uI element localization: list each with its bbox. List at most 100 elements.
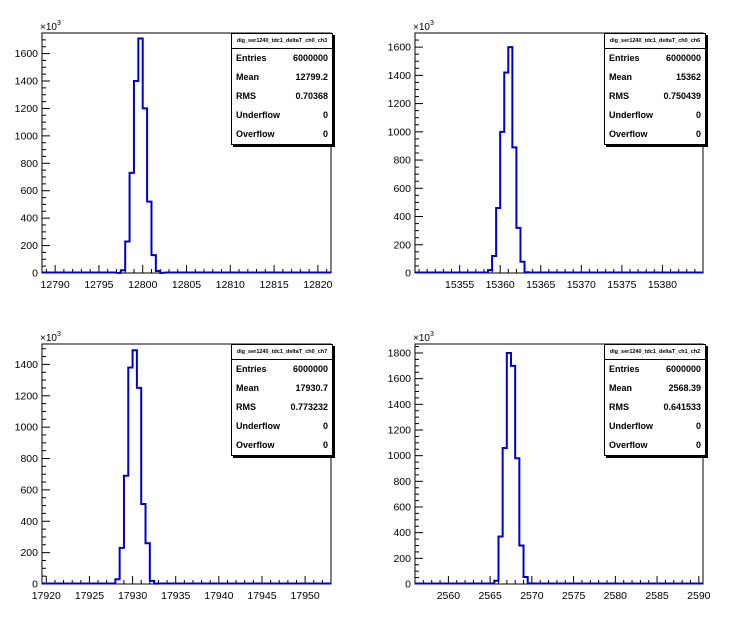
stats-label: Mean xyxy=(236,383,260,393)
stats-value: 2568.39 xyxy=(668,383,701,393)
y-exponent-label: ×103 xyxy=(413,331,434,344)
histogram-bin xyxy=(492,256,496,273)
histogram-bin xyxy=(134,81,138,273)
y-tick-label: 0 xyxy=(405,268,411,280)
stats-title: dig_ser1240_tdc1_deltaT_ch1_ch2 xyxy=(605,345,705,360)
x-tick-label: 17920 xyxy=(32,590,61,602)
stats-value: 0 xyxy=(695,129,701,139)
stats-row-underflow: Underflow 0 xyxy=(605,106,705,125)
histogram-bin xyxy=(519,545,523,584)
stats-value: 6000000 xyxy=(292,53,328,63)
x-tick-label: 12795 xyxy=(84,279,113,291)
x-tick-label: 12820 xyxy=(303,279,332,291)
stats-label: Entries xyxy=(609,364,640,374)
x-tick-label: 12810 xyxy=(216,279,245,291)
x-tick-label: 2560 xyxy=(437,590,461,602)
histogram-bin xyxy=(508,47,512,273)
histogram-bin xyxy=(125,241,129,273)
stats-value: 0.773232 xyxy=(290,402,328,412)
histogram-bin xyxy=(128,368,132,584)
y-tick-label: 1600 xyxy=(388,373,412,385)
stats-row-mean: Mean 12799.2 xyxy=(232,68,332,87)
x-tick-label: 12790 xyxy=(41,279,70,291)
histogram-bin xyxy=(496,208,500,273)
x-tick-label: 15365 xyxy=(526,279,555,291)
y-tick-label: 1200 xyxy=(388,98,412,110)
histogram-bin xyxy=(524,577,528,584)
y-tick-label: 200 xyxy=(393,239,411,251)
y-tick-label: 600 xyxy=(20,185,38,197)
stats-value: 0 xyxy=(322,129,328,139)
y-tick-label: 1400 xyxy=(15,359,39,371)
stats-label: Overflow xyxy=(609,440,648,450)
y-exponent-label: ×103 xyxy=(40,20,61,33)
stats-value: 6000000 xyxy=(292,364,328,374)
stats-value: 17930.7 xyxy=(295,383,328,393)
histogram-bin xyxy=(133,350,137,584)
histogram-bin xyxy=(503,448,507,584)
y-tick-label: 400 xyxy=(20,516,38,528)
y-tick-label: 800 xyxy=(393,155,411,167)
stats-box: dig_ser1240_tdc1_deltaT_ch0_ch6 Entries 60… xyxy=(604,33,706,145)
x-tick-label: 17930 xyxy=(118,590,147,602)
x-tick-label: 2565 xyxy=(478,590,502,602)
stats-box: dig_ser1240_tdc1_deltaT_ch1_ch2 Entries 60… xyxy=(604,344,706,456)
stats-row-overflow: Overflow 0 xyxy=(605,436,705,455)
stats-value: 0 xyxy=(695,110,701,120)
stats-row-entries: Entries 6000000 xyxy=(232,360,332,379)
stats-label: RMS xyxy=(609,91,629,101)
x-tick-label: 15355 xyxy=(445,279,474,291)
y-tick-label: 1200 xyxy=(15,390,39,402)
x-tick-label: 15370 xyxy=(567,279,596,291)
histogram-bin xyxy=(137,388,141,584)
y-tick-label: 400 xyxy=(393,527,411,539)
y-tick-label: 200 xyxy=(20,547,38,559)
y-tick-label: 1200 xyxy=(388,424,412,436)
x-tick-label: 17925 xyxy=(75,590,104,602)
histogram-bin xyxy=(507,353,511,584)
x-tick-label: 15360 xyxy=(486,279,515,291)
stats-row-entries: Entries 6000000 xyxy=(232,49,332,68)
histogram-outline xyxy=(115,37,166,274)
histogram-bin xyxy=(494,581,498,584)
y-tick-label: 200 xyxy=(20,240,38,252)
stats-value: 0.750439 xyxy=(663,91,701,101)
stats-label: Mean xyxy=(236,72,260,82)
stats-box: dig_ser1240_tdc1_deltaT_ch0_ch7 Entries 60… xyxy=(231,344,333,456)
stats-row-rms: RMS 0.641533 xyxy=(605,398,705,417)
histogram-outline xyxy=(493,351,533,585)
stats-label: Overflow xyxy=(609,129,648,139)
x-tick-label: 17945 xyxy=(247,590,276,602)
x-tick-label: 2570 xyxy=(520,590,544,602)
stats-row-overflow: Overflow 0 xyxy=(605,125,705,144)
stats-title: dig_ser1240_tdc1_deltaT_ch0_ch6 xyxy=(605,34,705,49)
stats-value: 0.641533 xyxy=(663,402,701,412)
y-tick-label: 1000 xyxy=(388,126,412,138)
y-tick-label: 600 xyxy=(20,484,38,496)
stats-label: Entries xyxy=(609,53,640,63)
stats-value: 6000000 xyxy=(665,53,701,63)
y-tick-label: 1600 xyxy=(388,42,412,54)
stats-label: Underflow xyxy=(609,110,653,120)
histogram-bin xyxy=(121,270,125,273)
stats-row-underflow: Underflow 0 xyxy=(232,417,332,436)
x-tick-label: 2585 xyxy=(645,590,669,602)
y-tick-label: 1200 xyxy=(15,103,39,115)
histogram-bin xyxy=(143,108,147,273)
stats-label: Mean xyxy=(609,383,633,393)
x-tick-label: 15375 xyxy=(607,279,636,291)
stats-value: 0 xyxy=(322,110,328,120)
stats-row-rms: RMS 0.70368 xyxy=(232,87,332,106)
histogram-bin xyxy=(515,458,519,584)
stats-title: dig_ser1240_tdc1_deltaT_ch0_ch7 xyxy=(232,345,332,360)
histogram-bin xyxy=(124,476,128,584)
y-tick-label: 200 xyxy=(393,553,411,565)
stats-title: dig_ser1240_tdc1_deltaT_ch0_ch3 xyxy=(232,34,332,49)
x-tick-label: 17935 xyxy=(161,590,190,602)
stats-value: 0 xyxy=(322,440,328,450)
y-tick-label: 0 xyxy=(32,268,38,280)
stats-row-overflow: Overflow 0 xyxy=(232,125,332,144)
x-tick-label: 15380 xyxy=(648,279,677,291)
stats-label: RMS xyxy=(236,402,256,412)
stats-row-underflow: Underflow 0 xyxy=(605,417,705,436)
